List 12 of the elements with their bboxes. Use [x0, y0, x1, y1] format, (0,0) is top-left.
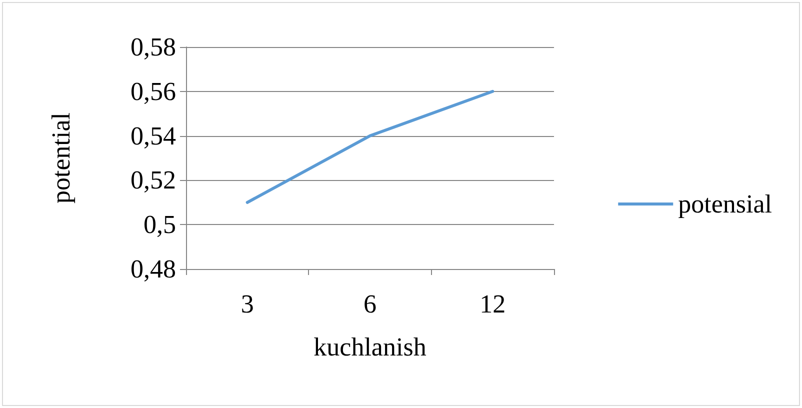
y-tick-label: 0,5 [144, 210, 176, 240]
y-tick-label: 0,58 [130, 32, 176, 62]
y-axis-title: potential [46, 112, 76, 204]
y-tick-label: 0,54 [130, 121, 176, 150]
x-tick-label: 3 [240, 290, 254, 318]
legend-label: potensial [678, 190, 772, 218]
y-tick-label: 0,52 [130, 166, 176, 195]
y-tick-label: 0,48 [130, 254, 176, 284]
y-tick-label: 0,56 [130, 76, 176, 106]
x-tick-label: 12 [480, 290, 506, 318]
x-tick-label: 6 [364, 290, 376, 318]
x-axis-title: kuchlanish [314, 332, 426, 362]
